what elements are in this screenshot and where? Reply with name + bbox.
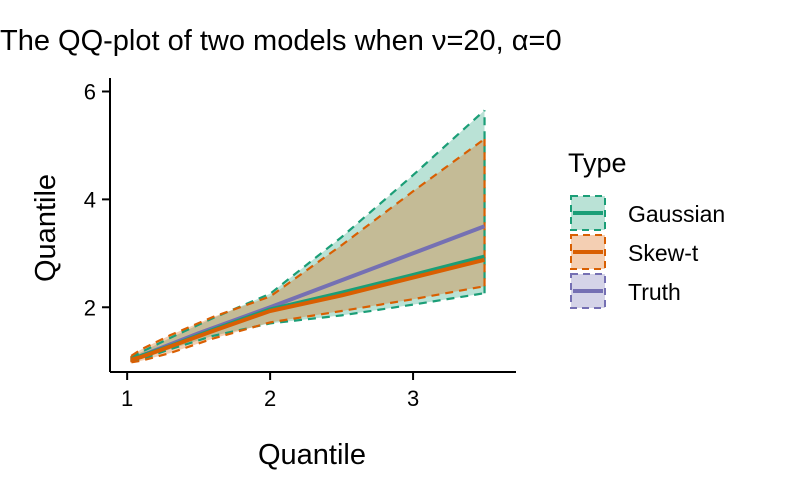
y-tick-label: 4 [84, 187, 96, 212]
legend-title: Type [568, 148, 627, 178]
x-axis-title: Quantile [258, 439, 366, 471]
upper-bound-skew-t [130, 138, 486, 357]
y-axis-title: Quantile [30, 174, 62, 282]
ribbon-gaussian [131, 110, 485, 362]
legend-label-truth: Truth [628, 279, 681, 305]
legend: Type Gaussian Skew-t Truth [568, 148, 725, 309]
x-tick-label: 2 [264, 386, 276, 411]
y-tick-label: 6 [84, 79, 96, 104]
lower-bound-skew-t [131, 285, 485, 364]
axis-ticks: 1 2 3 2 4 6 [84, 79, 419, 411]
ribbon-skew-t [131, 139, 485, 363]
legend-label-gaussian: Gaussian [628, 201, 725, 227]
legend-label-skew-t: Skew-t [628, 240, 699, 266]
plot-area [130, 109, 486, 364]
upper-bound-gaussian [130, 109, 486, 358]
y-tick-label: 2 [84, 295, 96, 320]
x-tick-label: 3 [407, 386, 419, 411]
x-tick-label: 1 [121, 386, 133, 411]
line-skew-t [130, 257, 485, 362]
chart-title: The QQ-plot of two models when ν=20, α=0 [0, 25, 562, 57]
